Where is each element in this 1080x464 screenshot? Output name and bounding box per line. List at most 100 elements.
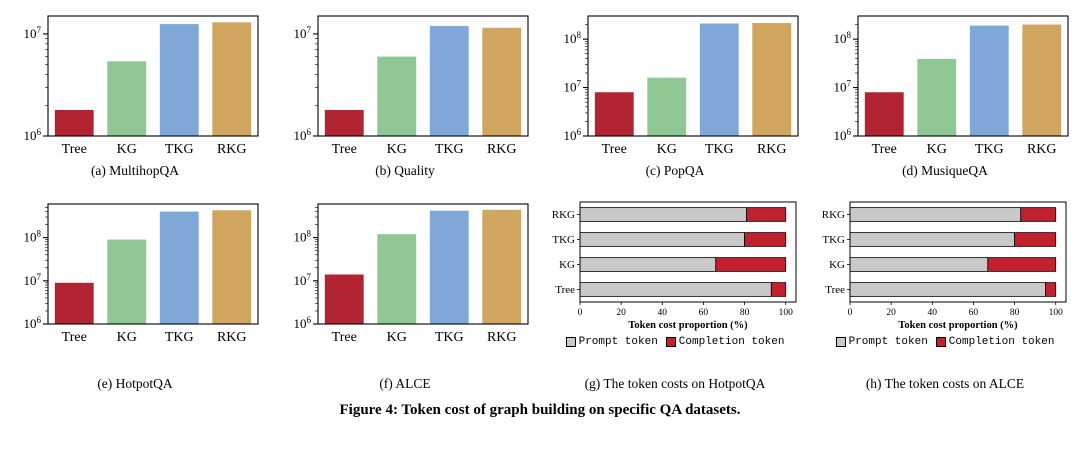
x-tick-label: 60 bbox=[969, 308, 979, 318]
y-tick-label: 106 bbox=[834, 127, 852, 143]
x-tick-label-tkg: TKG bbox=[975, 142, 1004, 157]
y-tick-label: 107 bbox=[564, 79, 582, 95]
legend-item-prompt: Prompt token bbox=[835, 336, 928, 348]
x-tick-label-tree: Tree bbox=[332, 142, 357, 157]
chart-popqa: Tree KG TKG RKG 106 107 108 bbox=[544, 8, 806, 160]
y-tick-label-tkg: TKG bbox=[552, 234, 575, 246]
x-tick-label: 80 bbox=[1010, 308, 1020, 318]
segment-rkg-prompt bbox=[579, 207, 748, 222]
x-axis-label: Token cost proportion (%) bbox=[628, 320, 748, 331]
legend-label-prompt: Prompt token bbox=[848, 336, 928, 348]
chart-f-svg: Tree KG TKG RKG 106 107 108 bbox=[294, 203, 529, 345]
x-tick-label: 20 bbox=[616, 308, 626, 318]
x-tick-label: 20 bbox=[886, 308, 896, 318]
chart-e-svg: Tree KG TKG RKG 106 107 108 bbox=[24, 203, 259, 345]
y-tick-label-tree: Tree bbox=[825, 284, 845, 296]
y-tick-label: 106 bbox=[24, 127, 42, 143]
subplot-caption-g: (g) The token costs on HotpotQA bbox=[584, 376, 766, 391]
subplot-caption-d: (d) MusiqueQA bbox=[902, 163, 988, 178]
bar-tkg bbox=[969, 25, 1009, 136]
bar-rkg bbox=[1022, 24, 1062, 136]
x-axis-label: Token cost proportion (%) bbox=[898, 320, 1018, 331]
bar-kg bbox=[647, 77, 687, 136]
bar-kg bbox=[377, 56, 417, 136]
subplot-g: Tree KG TKG RKG 0 20 40 60 80 100 Token cost propo… bbox=[540, 196, 810, 392]
completion-swatch-icon bbox=[665, 337, 676, 347]
segment-tkg-completion bbox=[744, 232, 787, 247]
y-tick-label-rkg: RKG bbox=[822, 209, 845, 221]
y-tick-label-kg: KG bbox=[829, 259, 845, 271]
x-tick-label-rkg: RKG bbox=[487, 142, 517, 157]
prompt-swatch-icon bbox=[565, 337, 576, 347]
subplot-caption-e: (e) HotpotQA bbox=[97, 376, 173, 391]
y-tick-label-rkg: RKG bbox=[552, 209, 575, 221]
subplot-row-top: Tree KG TKG RKG 106 107 (a) MultihopQA Tree KG… bbox=[0, 8, 1080, 184]
y-tick-label: 107 bbox=[294, 272, 312, 288]
bar-kg bbox=[377, 234, 417, 324]
bar-rkg bbox=[212, 210, 252, 324]
subplot-b: Tree KG TKG RKG 106 107 (b) Quality bbox=[270, 8, 540, 184]
bar-kg bbox=[107, 239, 147, 324]
x-tick-label-tree: Tree bbox=[602, 142, 627, 157]
chart-c-svg: Tree KG TKG RKG 106 107 108 bbox=[564, 15, 799, 157]
x-tick-label: 80 bbox=[740, 308, 750, 318]
legend: Prompt token Completion token bbox=[565, 336, 784, 348]
legend-item-completion: Completion token bbox=[935, 336, 1054, 348]
subplot-h: Tree KG TKG RKG 0 20 40 60 80 100 Token cost propo… bbox=[810, 196, 1080, 392]
chart-a-svg: Tree KG TKG RKG 106 107 bbox=[24, 15, 259, 157]
plot-box bbox=[587, 15, 799, 137]
subplot-caption-b: (b) Quality bbox=[375, 163, 435, 178]
y-tick-label: 108 bbox=[564, 30, 582, 46]
x-tick-label-kg: KG bbox=[387, 142, 407, 157]
x-tick-label-tree: Tree bbox=[62, 330, 87, 345]
y-tick-label: 106 bbox=[24, 315, 42, 331]
x-tick-label-rkg: RKG bbox=[487, 330, 517, 345]
plot-box bbox=[857, 15, 1069, 137]
x-tick-label-tkg: TKG bbox=[165, 330, 194, 345]
bar-tree bbox=[324, 274, 364, 324]
subplot-d: Tree KG TKG RKG 106 107 108 (d) MusiqueQA bbox=[810, 8, 1080, 184]
chart-musiqueqa: Tree KG TKG RKG 106 107 108 bbox=[814, 8, 1076, 160]
bar-tkg bbox=[429, 210, 469, 324]
x-tick-label-tree: Tree bbox=[872, 142, 897, 157]
segment-tree-prompt bbox=[579, 282, 772, 297]
bar-tkg bbox=[429, 25, 469, 137]
subplot-caption-f: (f) ALCE bbox=[379, 376, 431, 391]
x-tick-label: 0 bbox=[578, 308, 583, 318]
segment-tree-completion bbox=[770, 282, 787, 297]
subplot-caption-c: (c) PopQA bbox=[645, 163, 705, 178]
x-tick-label-kg: KG bbox=[657, 142, 677, 157]
y-tick-label: 107 bbox=[294, 25, 312, 41]
bar-tkg bbox=[159, 24, 199, 136]
plot-box bbox=[47, 203, 259, 325]
segment-kg-prompt bbox=[579, 257, 717, 272]
figure-caption: Figure 4: Token cost of graph building o… bbox=[339, 402, 741, 418]
plot-box bbox=[849, 201, 1067, 303]
segment-tree-completion bbox=[1045, 282, 1057, 297]
bar-tree bbox=[324, 109, 364, 136]
bar-rkg bbox=[752, 23, 792, 137]
prompt-swatch-icon bbox=[835, 337, 846, 347]
segment-tree-prompt bbox=[849, 282, 1046, 297]
x-tick-label: 60 bbox=[699, 308, 709, 318]
completion-swatch-icon bbox=[935, 337, 946, 347]
legend: Prompt token Completion token bbox=[835, 336, 1054, 348]
plot-box bbox=[47, 15, 259, 137]
chart-token-costs-alce: Tree KG TKG RKG 0 20 40 60 80 100 Token cost propo… bbox=[814, 196, 1076, 348]
x-tick-label-tkg: TKG bbox=[435, 142, 464, 157]
segment-kg-completion bbox=[987, 257, 1057, 272]
y-tick-label-kg: KG bbox=[559, 259, 575, 271]
legend-item-completion: Completion token bbox=[665, 336, 784, 348]
x-tick-label-rkg: RKG bbox=[217, 330, 247, 345]
plot-box bbox=[317, 203, 529, 325]
x-tick-label-tkg: TKG bbox=[705, 142, 734, 157]
subplot-row-bottom: Tree KG TKG RKG 106 107 108 (e) HotpotQA Tree K… bbox=[0, 196, 1080, 392]
chart-quality: Tree KG TKG RKG 106 107 bbox=[274, 8, 536, 160]
x-tick-label-kg: KG bbox=[117, 330, 137, 345]
legend-label-prompt: Prompt token bbox=[578, 336, 658, 348]
y-tick-label-tree: Tree bbox=[555, 284, 575, 296]
y-tick-label: 107 bbox=[24, 25, 42, 41]
y-tick-label: 108 bbox=[24, 229, 42, 245]
y-tick-label: 108 bbox=[834, 30, 852, 46]
segment-rkg-completion bbox=[1020, 207, 1057, 222]
